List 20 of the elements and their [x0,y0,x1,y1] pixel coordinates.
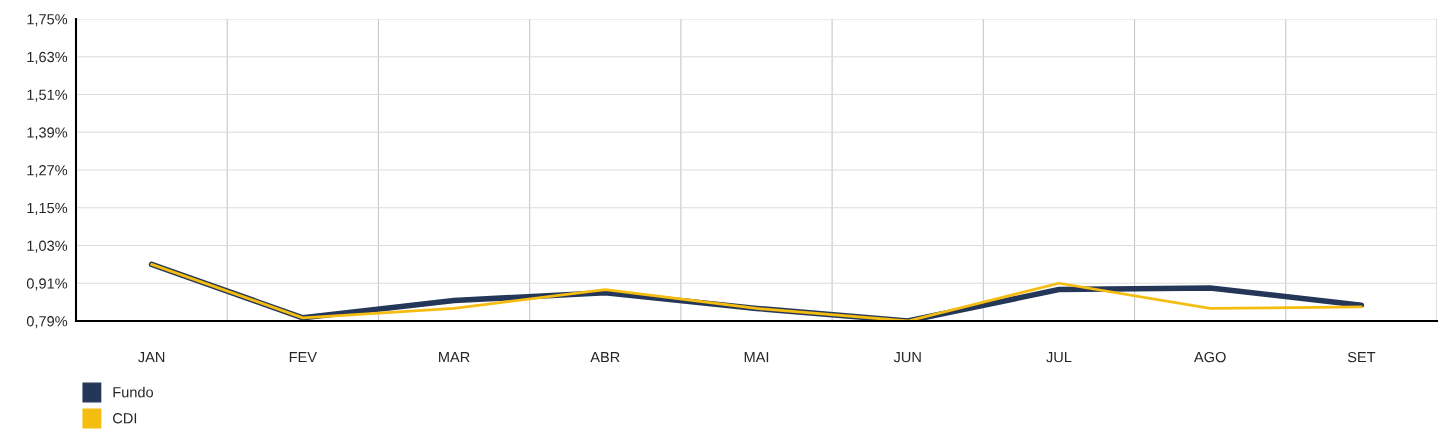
x-tick-label: JAN [138,352,165,363]
x-tick-label: AGO [1193,351,1226,363]
y-tick-label: 1,63% [27,51,68,64]
legend-label: Fundo [113,386,154,398]
y-tick-label: 0,91% [26,278,68,291]
legend-label: CDI [113,413,137,424]
x-tick-label: JUN [893,352,921,363]
y-tick-label: 1,39% [27,127,68,140]
x-tick-label: MAR [439,352,470,363]
x-tick-label: JUL [1046,352,1072,363]
y-tick-label: 1,51% [27,89,68,102]
x-tick-label: ABR [590,352,620,363]
x-tick-label: SET [1347,351,1376,363]
y-tick-label: 0,79% [26,316,68,329]
x-tick-label: FEV [289,352,317,363]
y-tick-label: 1,15% [27,202,68,215]
x-tick-label: MAI [744,352,769,363]
y-tick-label: 1,27% [27,165,68,178]
y-tick-label: 1,03% [27,240,68,253]
y-tick-label: 1,75% [27,14,68,27]
